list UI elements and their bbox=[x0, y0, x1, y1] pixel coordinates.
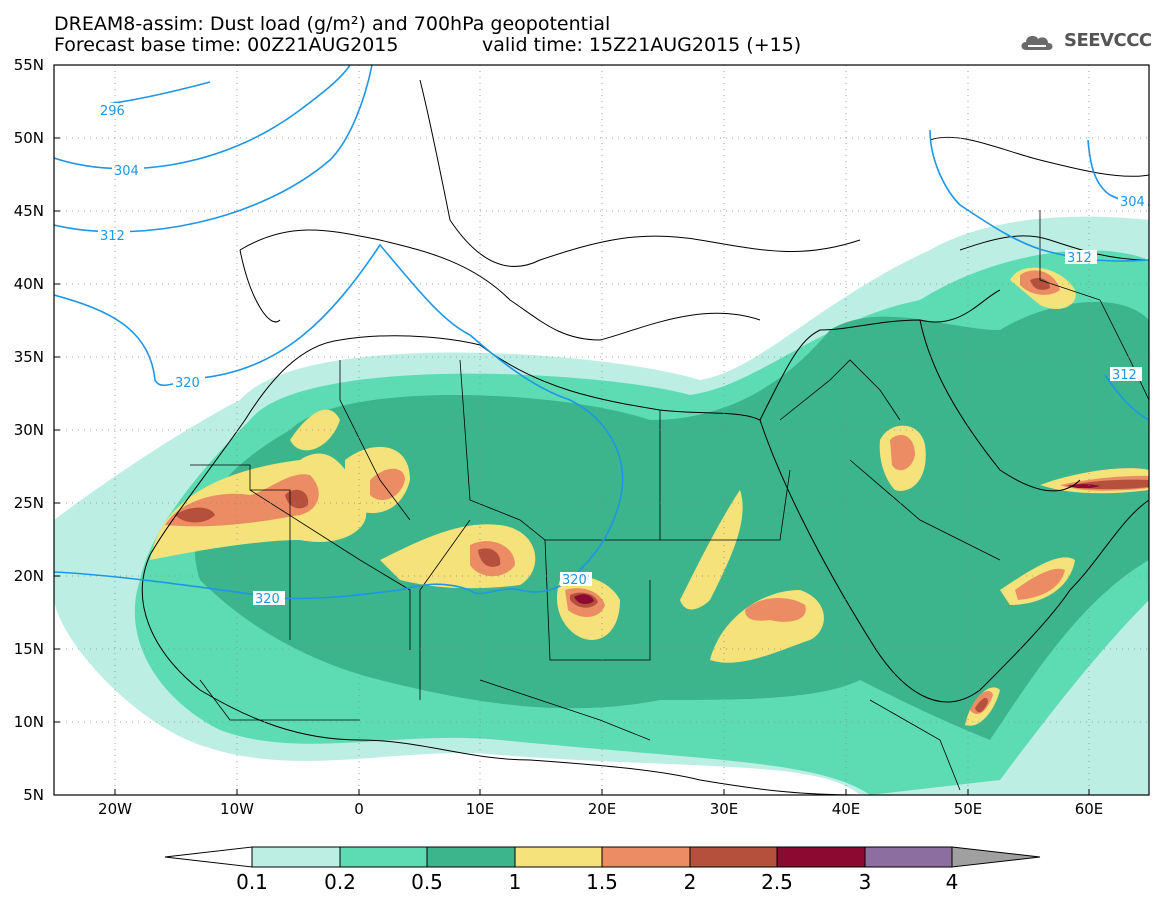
lat-label: 10N bbox=[13, 713, 44, 731]
lon-label: 50E bbox=[953, 800, 983, 818]
forecast-base-time: Forecast base time: 00Z21AUG2015 bbox=[54, 34, 399, 56]
valid-time: valid time: 15Z21AUG2015 (+15) bbox=[482, 34, 802, 56]
colorbar-label: 0.5 bbox=[411, 870, 443, 894]
lat-label: 25N bbox=[13, 494, 44, 512]
colorbar-label: 3 bbox=[858, 870, 872, 894]
colorbar-label: 4 bbox=[945, 870, 959, 894]
contour-label: 312 bbox=[100, 229, 125, 244]
lat-label: 20N bbox=[13, 567, 44, 585]
lon-label: 20W bbox=[98, 800, 132, 818]
lon-label: 30E bbox=[709, 800, 739, 818]
cloud-logo-icon bbox=[1021, 35, 1053, 50]
colorbar-label: 2 bbox=[683, 870, 697, 894]
lat-label: 15N bbox=[13, 640, 44, 658]
map-title: DREAM8-assim: Dust load (g/m²) and 700hP… bbox=[54, 13, 611, 35]
map-area: 296 304 312 320 320 320 312 312 304 bbox=[54, 65, 1149, 795]
colorbar bbox=[164, 846, 1041, 868]
lat-label: 50N bbox=[13, 129, 44, 147]
lon-label: 0 bbox=[354, 800, 364, 818]
lon-label: 60E bbox=[1074, 800, 1104, 818]
lat-label: 55N bbox=[13, 56, 44, 74]
contour-labels bbox=[98, 103, 1148, 605]
dust-band-0.5 bbox=[194, 301, 1149, 740]
contour-label: 320 bbox=[175, 376, 200, 391]
lat-label: 35N bbox=[13, 348, 44, 366]
contour-label: 304 bbox=[114, 164, 139, 179]
logo-text: SEEVCCC bbox=[1064, 30, 1152, 51]
grid-lines bbox=[54, 65, 1149, 795]
lon-label: 10E bbox=[465, 800, 495, 818]
contour-label: 320 bbox=[562, 573, 587, 588]
lat-label: 45N bbox=[13, 202, 44, 220]
lat-label: 40N bbox=[13, 275, 44, 293]
lon-label: 20E bbox=[587, 800, 617, 818]
contour-label: 312 bbox=[1112, 368, 1137, 383]
colorbar-label: 0.1 bbox=[236, 870, 268, 894]
colorbar-label: 0.2 bbox=[324, 870, 356, 894]
colorbar-label: 1 bbox=[508, 870, 522, 894]
contour-label: 312 bbox=[1067, 251, 1092, 266]
contour-label: 320 bbox=[255, 592, 280, 607]
contour-label: 296 bbox=[100, 104, 125, 119]
colorbar-label: 2.5 bbox=[761, 870, 793, 894]
lon-label: 10W bbox=[220, 800, 254, 818]
lat-label: 5N bbox=[23, 786, 44, 804]
contour-label: 304 bbox=[1120, 195, 1145, 210]
lon-label: 40E bbox=[831, 800, 861, 818]
country-borders bbox=[190, 210, 1149, 791]
colorbar-label: 1.5 bbox=[586, 870, 618, 894]
lat-label: 30N bbox=[13, 421, 44, 439]
geopotential-contours bbox=[54, 65, 1149, 600]
coastlines bbox=[141, 79, 1149, 795]
dust-band-2.5 bbox=[574, 484, 1100, 605]
axis-ticks bbox=[54, 64, 1090, 795]
